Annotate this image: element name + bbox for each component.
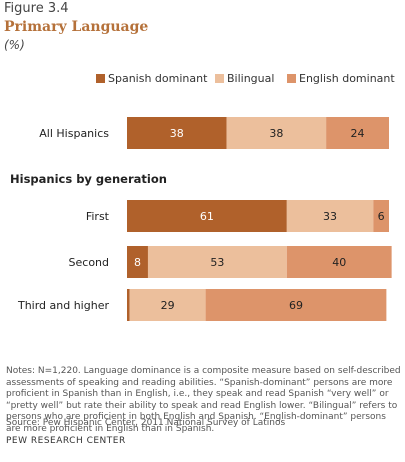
- source-note: Source: Pew Hispanic Center, 2011 Nation…: [6, 418, 286, 428]
- bar-third-and-higher-bilingual: [129, 289, 206, 321]
- bar-all-hispanics-english-dominant: [326, 117, 389, 149]
- legend-item-english-dominant: English dominant: [287, 72, 395, 85]
- legend-item-bilingual: Bilingual: [215, 72, 274, 85]
- category-label-second: Second: [69, 256, 109, 269]
- bar-first-english-dominant: [373, 200, 389, 232]
- bar-second-bilingual: [147, 246, 287, 278]
- category-label-first: First: [86, 210, 110, 223]
- bar-first-bilingual: [286, 200, 374, 232]
- data-label-third-and-higher-bilingual: 29: [161, 299, 175, 312]
- bar-all-hispanics-spanish-dominant: [127, 117, 227, 149]
- data-label-all-hispanics-spanish-dominant: 38: [170, 127, 184, 140]
- legend: Spanish dominant Bilingual English domin…: [0, 72, 405, 88]
- legend-swatch-english-dominant: [287, 74, 296, 83]
- bar-all-hispanics-bilingual: [226, 117, 327, 149]
- legend-label-bilingual: Bilingual: [227, 72, 275, 85]
- data-label-third-and-higher-english-dominant: 69: [289, 299, 303, 312]
- bar-first-spanish-dominant: [127, 200, 287, 232]
- legend-label-english-dominant: English dominant: [299, 72, 395, 85]
- legend-swatch-spanish-dominant: [96, 74, 105, 83]
- category-label-third-and-higher: Third and higher: [17, 299, 109, 312]
- bar-third-and-higher-spanish-dominant: [127, 289, 130, 321]
- category-label-all-hispanics: All Hispanics: [39, 127, 109, 140]
- legend-swatch-bilingual: [215, 74, 224, 83]
- data-label-all-hispanics-english-dominant: 24: [351, 127, 365, 140]
- notes: Notes: N=1,220. Language dominance is a …: [6, 366, 401, 434]
- bar-third-and-higher-english-dominant: [205, 289, 387, 321]
- unit-label: (%): [4, 38, 25, 52]
- section-heading: Hispanics by generation: [10, 172, 167, 186]
- data-label-first-spanish-dominant: 61: [200, 210, 214, 223]
- data-label-first-bilingual: 33: [323, 210, 337, 223]
- figure-number: Figure 3.4: [4, 1, 69, 16]
- data-label-second-spanish-dominant: 8: [134, 256, 141, 269]
- data-label-second-bilingual: 53: [210, 256, 224, 269]
- bar-second-english-dominant: [286, 246, 392, 278]
- bar-second-spanish-dominant: [127, 246, 148, 278]
- organization-credit: PEW RESEARCH CENTER: [6, 436, 126, 446]
- chart-title: Primary Language: [4, 19, 149, 35]
- data-label-all-hispanics-bilingual: 38: [269, 127, 283, 140]
- legend-item-spanish-dominant: Spanish dominant: [96, 72, 207, 85]
- stacked-bar-chart: All Hispanics 38 38 24 First 61 33 6 Second 8 53 40…: [17, 117, 392, 321]
- data-label-first-english-dominant: 6: [378, 210, 385, 223]
- data-label-second-english-dominant: 40: [332, 256, 346, 269]
- legend-label-spanish-dominant: Spanish dominant: [108, 72, 208, 85]
